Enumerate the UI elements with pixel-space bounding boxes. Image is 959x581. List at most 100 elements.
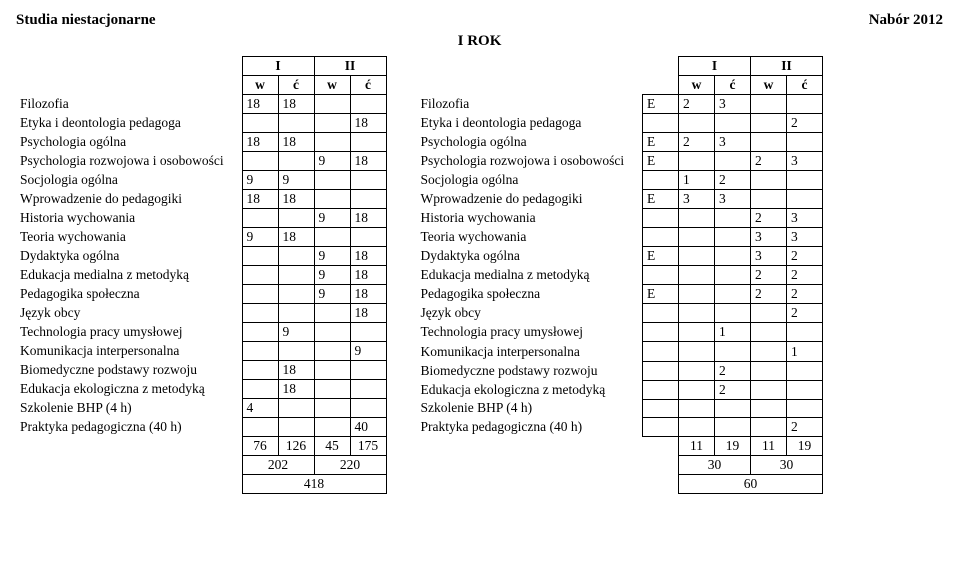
left-cell (350, 361, 386, 380)
left-row-label: Psychologia ogólna (16, 133, 242, 152)
right-cell: 3 (715, 190, 751, 209)
right-row-label: Teoria wychowania (417, 228, 643, 247)
right-f1-3: 19 (787, 436, 823, 455)
left-cell (314, 133, 350, 152)
left-cell (278, 152, 314, 171)
right-row-label: Technologia pracy umysłowej (417, 323, 643, 342)
right-row-label: Historia wychowania (417, 209, 643, 228)
left-cell (278, 247, 314, 266)
left-row-label: Wprowadzenie do pedagogiki (16, 190, 242, 209)
right-cell (751, 380, 787, 399)
left-cell (278, 304, 314, 323)
right-cell: 3 (715, 95, 751, 114)
left-row-label: Technologia pracy umysłowej (16, 323, 242, 342)
right-cell (643, 417, 679, 436)
left-cell (314, 228, 350, 247)
right-cell (715, 417, 751, 436)
left-cell (350, 380, 386, 399)
right-cell (787, 380, 823, 399)
right-row-label: Psychologia rozwojowa i osobowości (417, 152, 643, 171)
right-cell: 2 (787, 417, 823, 436)
right-cell (787, 171, 823, 190)
right-row-label: Komunikacja interpersonalna (417, 342, 643, 361)
sub-w: w (679, 76, 715, 95)
right-cell: 3 (715, 133, 751, 152)
right-cell: 2 (715, 380, 751, 399)
left-table: I II w ć w ć Filozofia1818Etyka i deonto… (16, 56, 387, 494)
right-row-label: Dydaktyka ogólna (417, 247, 643, 266)
right-cell: 2 (679, 133, 715, 152)
right-row-label: Szkolenie BHP (4 h) (417, 399, 643, 417)
right-cell (787, 399, 823, 417)
right-row-label: Etyka i deontologia pedagoga (417, 114, 643, 133)
left-cell (314, 418, 350, 437)
left-cell (242, 342, 278, 361)
left-cell (314, 323, 350, 342)
left-row-label: Biomedyczne podstawy rozwoju (16, 361, 242, 380)
left-cell (350, 133, 386, 152)
right-cell (643, 171, 679, 190)
right-cell (643, 209, 679, 228)
right-cell: 3 (751, 247, 787, 266)
right-cell (679, 342, 715, 361)
right-table: I II w ć w ć FilozofiaE23Etyka i deontol… (417, 56, 824, 494)
sub-c: ć (350, 76, 386, 95)
left-cell: 18 (278, 133, 314, 152)
left-cell: 4 (242, 399, 278, 418)
right-cell: E (643, 247, 679, 266)
right-cell (715, 209, 751, 228)
left-cell: 18 (278, 190, 314, 209)
roman-II: II (751, 57, 823, 76)
header-center: I ROK (16, 33, 943, 50)
left-cell: 18 (278, 95, 314, 114)
left-row-label: Socjologia ogólna (16, 171, 242, 190)
right-cell: E (643, 152, 679, 171)
right-cell (715, 266, 751, 285)
left-cell: 18 (278, 228, 314, 247)
right-cell (715, 285, 751, 304)
left-cell: 18 (350, 285, 386, 304)
left-cell (314, 361, 350, 380)
left-cell: 18 (242, 133, 278, 152)
left-f2-1: 220 (314, 456, 386, 475)
left-cell: 18 (350, 209, 386, 228)
right-f1-2: 11 (751, 436, 787, 455)
right-cell: 2 (751, 266, 787, 285)
right-cell: 3 (787, 209, 823, 228)
right-cell (643, 361, 679, 380)
right-cell: 3 (787, 152, 823, 171)
right-cell (751, 190, 787, 209)
right-cell: 1 (679, 171, 715, 190)
left-cell (278, 266, 314, 285)
right-cell (679, 304, 715, 323)
right-cell: 2 (679, 95, 715, 114)
right-cell (715, 342, 751, 361)
left-f3: 418 (242, 475, 386, 494)
right-cell (715, 114, 751, 133)
right-row-label: Praktyka pedagogiczna (40 h) (417, 417, 643, 436)
right-cell (679, 361, 715, 380)
right-cell (679, 209, 715, 228)
right-cell: 2 (787, 304, 823, 323)
left-cell (242, 304, 278, 323)
left-cell (314, 190, 350, 209)
right-cell: 2 (787, 247, 823, 266)
right-cell (679, 417, 715, 436)
left-cell (242, 418, 278, 437)
left-cell (242, 380, 278, 399)
right-row-label: Język obcy (417, 304, 643, 323)
left-cell (242, 285, 278, 304)
left-cell: 9 (278, 171, 314, 190)
right-cell (679, 323, 715, 342)
right-cell (715, 247, 751, 266)
left-row-label: Edukacja ekologiczna z metodyką (16, 380, 242, 399)
right-row-label: Edukacja ekologiczna z metodyką (417, 380, 643, 399)
left-cell (242, 152, 278, 171)
left-row-label: Edukacja medialna z metodyką (16, 266, 242, 285)
right-cell (715, 304, 751, 323)
left-row-label: Pedagogika społeczna (16, 285, 242, 304)
right-cell: 2 (715, 361, 751, 380)
left-f1-3: 175 (350, 437, 386, 456)
left-cell (278, 114, 314, 133)
left-row-label: Dydaktyka ogólna (16, 247, 242, 266)
